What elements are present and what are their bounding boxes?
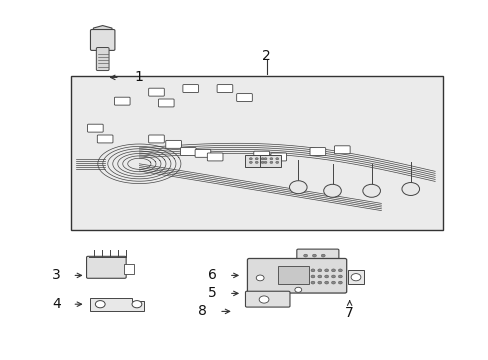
FancyBboxPatch shape bbox=[253, 151, 269, 159]
Circle shape bbox=[275, 158, 278, 160]
FancyBboxPatch shape bbox=[90, 30, 115, 50]
Circle shape bbox=[321, 254, 325, 257]
FancyBboxPatch shape bbox=[87, 124, 103, 132]
FancyBboxPatch shape bbox=[244, 155, 266, 167]
FancyBboxPatch shape bbox=[165, 140, 181, 148]
Circle shape bbox=[317, 281, 321, 284]
Circle shape bbox=[338, 269, 342, 272]
Circle shape bbox=[362, 184, 380, 197]
FancyBboxPatch shape bbox=[270, 153, 286, 161]
Polygon shape bbox=[93, 26, 112, 36]
Circle shape bbox=[312, 254, 316, 257]
FancyBboxPatch shape bbox=[277, 266, 308, 284]
FancyBboxPatch shape bbox=[207, 153, 223, 161]
Text: 3: 3 bbox=[52, 269, 61, 282]
Polygon shape bbox=[347, 270, 364, 284]
Text: 6: 6 bbox=[208, 269, 217, 282]
Circle shape bbox=[264, 161, 266, 163]
Circle shape bbox=[255, 161, 258, 163]
FancyBboxPatch shape bbox=[123, 264, 134, 274]
Circle shape bbox=[324, 275, 328, 278]
FancyBboxPatch shape bbox=[148, 135, 164, 143]
FancyBboxPatch shape bbox=[183, 85, 198, 93]
FancyBboxPatch shape bbox=[259, 155, 281, 167]
Circle shape bbox=[324, 269, 328, 272]
Text: 5: 5 bbox=[208, 287, 217, 300]
Circle shape bbox=[132, 301, 142, 308]
FancyBboxPatch shape bbox=[247, 258, 346, 293]
Circle shape bbox=[259, 296, 268, 303]
FancyBboxPatch shape bbox=[236, 94, 252, 102]
Circle shape bbox=[95, 301, 105, 308]
Circle shape bbox=[323, 184, 341, 197]
Circle shape bbox=[256, 275, 264, 281]
Circle shape bbox=[317, 269, 321, 272]
Text: 7: 7 bbox=[345, 306, 353, 320]
Text: 2: 2 bbox=[262, 49, 270, 63]
Circle shape bbox=[275, 161, 278, 163]
Text: 1: 1 bbox=[135, 71, 143, 84]
FancyBboxPatch shape bbox=[309, 148, 325, 156]
Circle shape bbox=[310, 275, 314, 278]
FancyBboxPatch shape bbox=[296, 249, 338, 262]
Circle shape bbox=[264, 158, 266, 160]
Circle shape bbox=[303, 254, 307, 257]
FancyBboxPatch shape bbox=[334, 146, 349, 154]
FancyBboxPatch shape bbox=[97, 135, 113, 143]
Circle shape bbox=[331, 281, 335, 284]
FancyBboxPatch shape bbox=[96, 48, 109, 71]
Circle shape bbox=[338, 281, 342, 284]
Bar bbox=[71, 76, 442, 230]
Circle shape bbox=[255, 158, 258, 160]
Text: 8: 8 bbox=[198, 305, 207, 318]
Circle shape bbox=[338, 275, 342, 278]
FancyBboxPatch shape bbox=[114, 97, 130, 105]
FancyBboxPatch shape bbox=[245, 291, 289, 307]
FancyBboxPatch shape bbox=[180, 148, 196, 156]
Polygon shape bbox=[90, 298, 144, 311]
Circle shape bbox=[269, 158, 272, 160]
Circle shape bbox=[331, 275, 335, 278]
Circle shape bbox=[261, 158, 264, 160]
Circle shape bbox=[324, 281, 328, 284]
FancyBboxPatch shape bbox=[195, 149, 210, 157]
Circle shape bbox=[249, 158, 252, 160]
Circle shape bbox=[249, 161, 252, 163]
FancyBboxPatch shape bbox=[148, 88, 164, 96]
FancyBboxPatch shape bbox=[86, 256, 126, 278]
Text: 4: 4 bbox=[52, 297, 61, 311]
Circle shape bbox=[261, 161, 264, 163]
Circle shape bbox=[331, 269, 335, 272]
FancyBboxPatch shape bbox=[217, 85, 232, 93]
Circle shape bbox=[350, 274, 360, 281]
Circle shape bbox=[289, 181, 306, 194]
Circle shape bbox=[401, 183, 419, 195]
Circle shape bbox=[317, 275, 321, 278]
Circle shape bbox=[269, 161, 272, 163]
Circle shape bbox=[294, 287, 301, 292]
Circle shape bbox=[310, 269, 314, 272]
FancyBboxPatch shape bbox=[158, 99, 174, 107]
Circle shape bbox=[310, 281, 314, 284]
